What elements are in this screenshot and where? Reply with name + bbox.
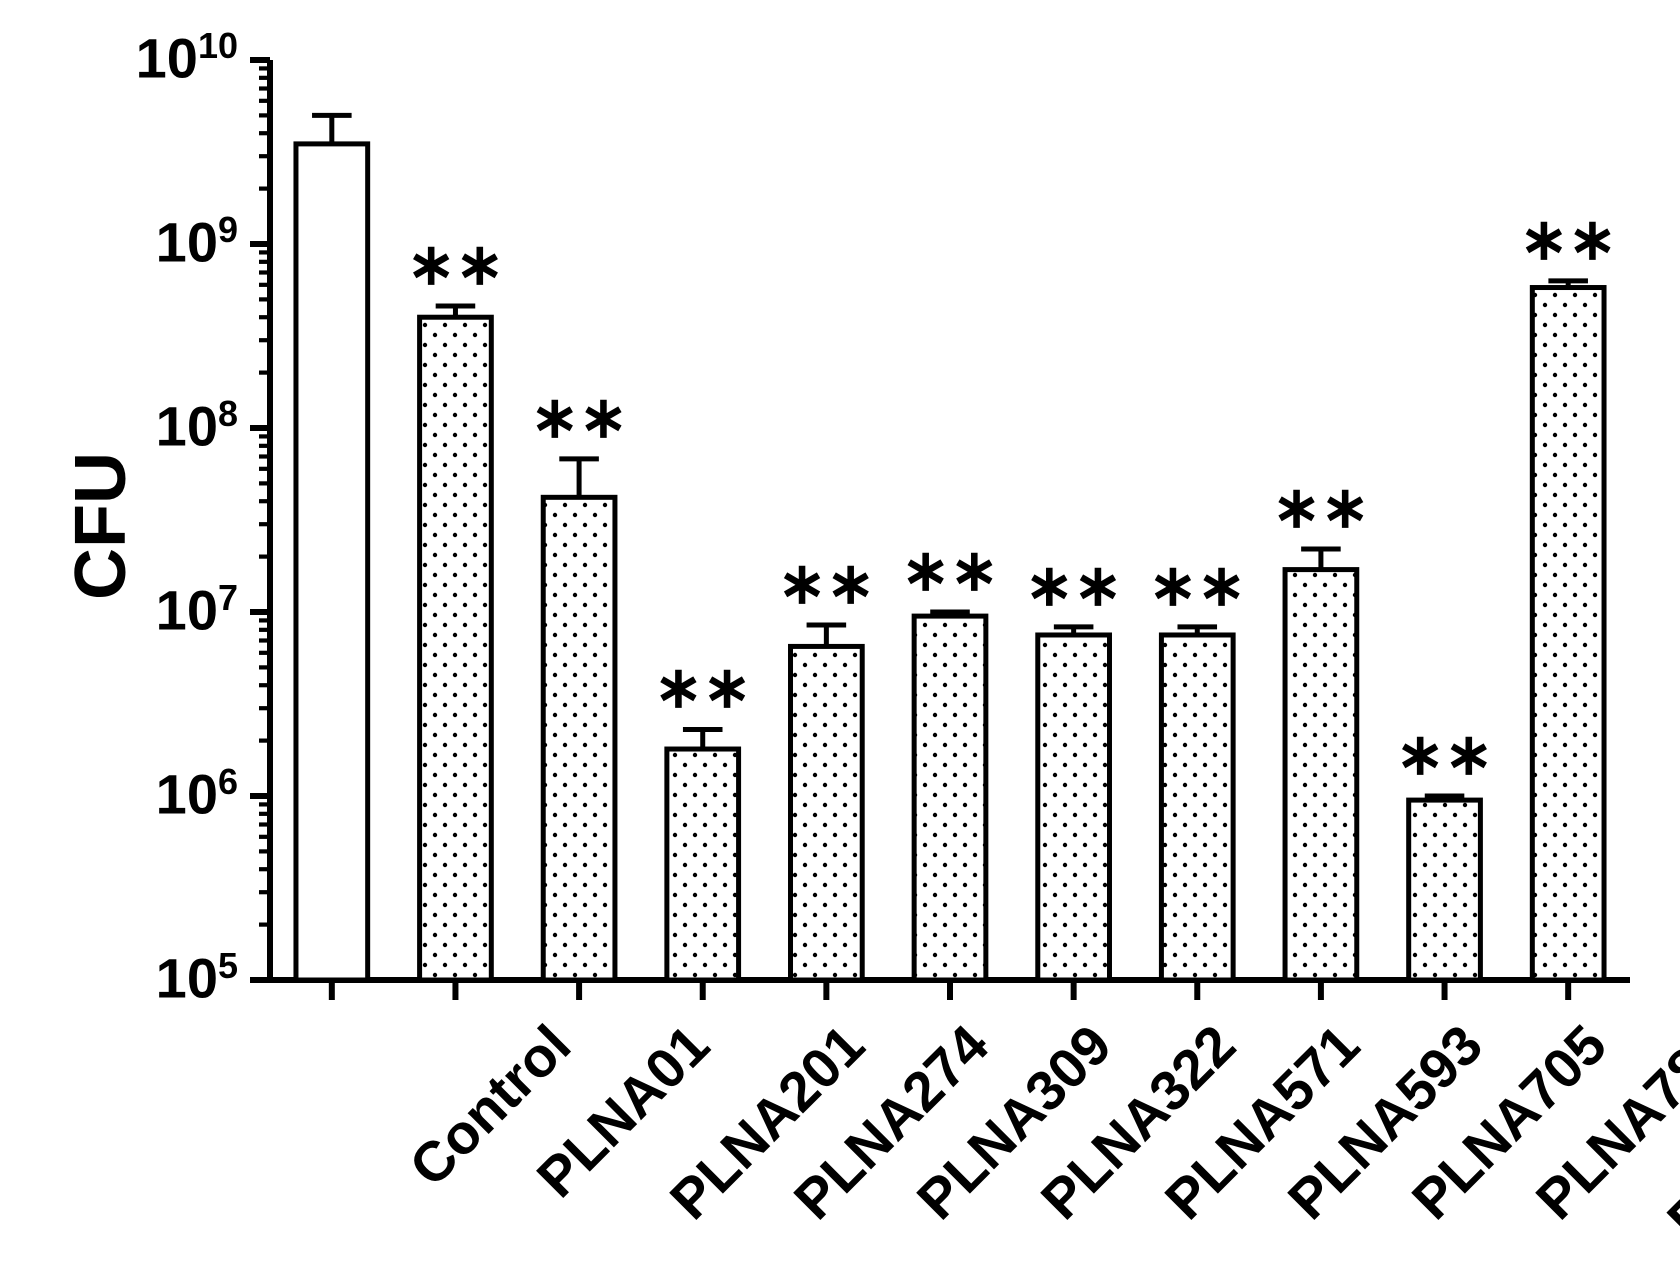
significance-marker: ∗∗ — [890, 536, 1010, 604]
y-axis-label: CFU — [60, 452, 142, 600]
y-tick-label: 108 — [0, 393, 238, 459]
significance-marker: ∗∗ — [1137, 551, 1257, 619]
y-tick-label: 1010 — [0, 25, 238, 91]
significance-marker: ∗∗ — [766, 549, 886, 617]
significance-marker: ∗∗ — [1508, 205, 1628, 273]
cfu-bar-chart: 1051061071081091010CFUControlPLNA01∗∗PLN… — [0, 0, 1680, 1288]
significance-marker: ∗∗ — [395, 230, 515, 298]
significance-marker: ∗∗ — [519, 383, 639, 451]
y-tick-label: 109 — [0, 209, 238, 275]
significance-marker: ∗∗ — [643, 653, 763, 721]
significance-marker: ∗∗ — [1261, 473, 1381, 541]
significance-marker: ∗∗ — [1014, 551, 1134, 619]
significance-marker: ∗∗ — [1385, 720, 1505, 788]
y-tick-label: 105 — [0, 945, 238, 1011]
y-tick-label: 106 — [0, 761, 238, 827]
